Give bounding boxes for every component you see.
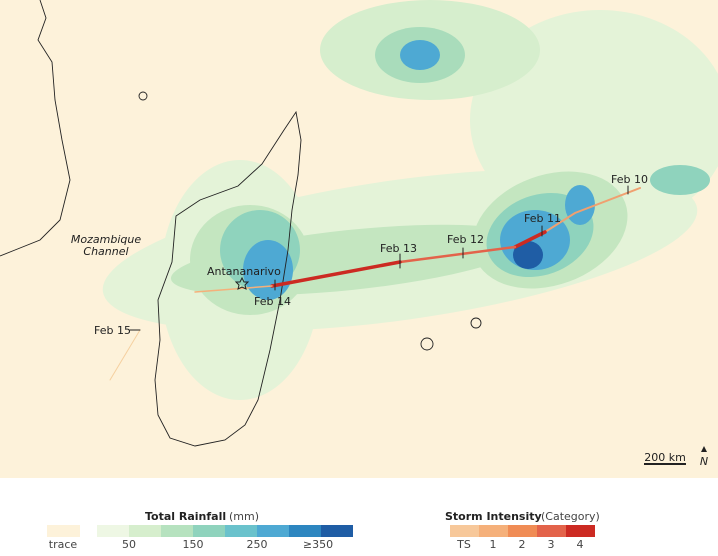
legend-label: 1 [490, 538, 497, 551]
water-label: Mozambique [71, 233, 141, 246]
date-label: Feb 12 [447, 233, 484, 246]
legend-title: Storm Intensity [445, 510, 542, 523]
scale-label: 200 km [644, 451, 686, 464]
place-label: Antananarivo [207, 265, 281, 278]
storm-track [109, 185, 641, 381]
legend-unit: (mm) [229, 510, 259, 523]
date-label: Feb 15 [94, 324, 131, 337]
date-label: Feb 11 [524, 212, 561, 225]
date-label: Feb 14 [254, 295, 291, 308]
legend-label: 2 [519, 538, 526, 551]
date-label: Feb 13 [380, 242, 417, 255]
legend-label: 3 [548, 538, 555, 551]
north-arrow [701, 446, 707, 452]
rainfall-field [102, 0, 718, 400]
date-label: Feb 10 [611, 173, 648, 186]
north-label: N [700, 455, 708, 468]
legend-label: 4 [577, 538, 584, 551]
storm-legend: Storm Intensity (Category) TS 1 2 3 4 [445, 510, 600, 551]
legend-title: Total Rainfall [145, 510, 226, 523]
water-label: Channel [83, 245, 128, 258]
legend-label: 50 [122, 538, 136, 551]
legend-label: trace [49, 538, 78, 551]
legend-label: TS [456, 538, 471, 551]
legend-label: 150 [183, 538, 204, 551]
legend-label: ≥350 [303, 538, 333, 551]
rain-legend: Total Rainfall (mm) trace 50 150 250 ≥35… [47, 510, 353, 551]
legend-label: 250 [247, 538, 268, 551]
coastlines [0, 0, 482, 447]
capital-star [234, 276, 250, 290]
legend-unit: (Category) [541, 510, 600, 523]
